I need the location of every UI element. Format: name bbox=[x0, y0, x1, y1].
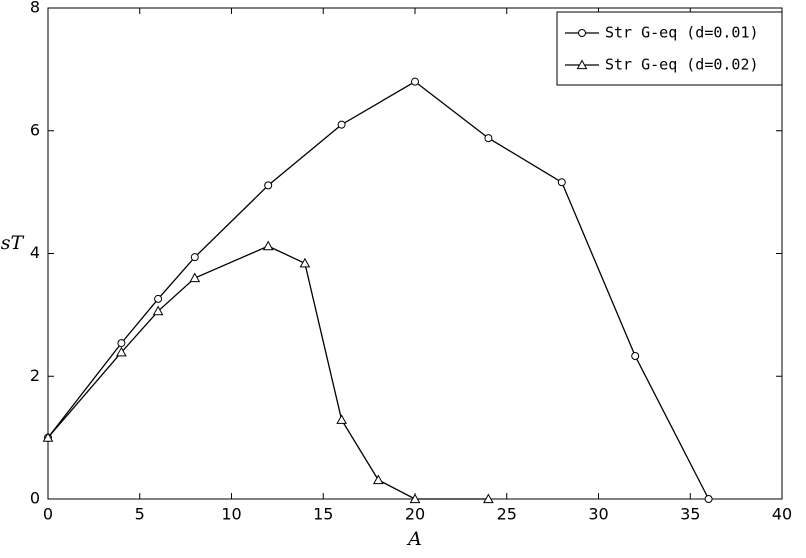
data-point bbox=[337, 120, 346, 129]
data-point bbox=[116, 346, 127, 357]
x-tick-label: 40 bbox=[772, 505, 792, 524]
data-point bbox=[262, 240, 274, 251]
data-point bbox=[631, 351, 640, 360]
x-tick-label: 30 bbox=[588, 505, 608, 524]
data-point bbox=[152, 305, 164, 316]
data-point bbox=[190, 253, 199, 262]
y-tick-label: 2 bbox=[30, 366, 40, 385]
legend-box bbox=[556, 11, 783, 86]
legend-label: Str G-eq (d=0.01) bbox=[605, 24, 759, 42]
x-tick-label: 35 bbox=[680, 505, 700, 524]
data-point bbox=[189, 272, 201, 283]
legend-marker bbox=[576, 59, 588, 70]
data-point bbox=[704, 495, 713, 503]
series-line bbox=[47, 80, 710, 500]
y-axis-title: sT bbox=[1, 232, 25, 254]
x-axis-title: A bbox=[406, 528, 422, 550]
data-point bbox=[117, 339, 126, 348]
data-point bbox=[336, 414, 347, 424]
data-point bbox=[154, 294, 163, 303]
data-point bbox=[42, 432, 54, 442]
data-point bbox=[483, 493, 494, 504]
data-point bbox=[372, 474, 384, 485]
x-tick-label: 25 bbox=[497, 505, 517, 524]
data-point bbox=[299, 257, 311, 268]
x-tick-label: 10 bbox=[221, 505, 241, 524]
legend-marker bbox=[578, 29, 586, 37]
x-tick-label: 20 bbox=[405, 505, 425, 524]
data-point bbox=[411, 77, 419, 86]
data-point bbox=[557, 178, 566, 187]
series-line bbox=[47, 245, 489, 500]
y-tick-label: 6 bbox=[30, 120, 40, 139]
x-tick-label: 15 bbox=[313, 505, 333, 524]
y-tick-label: 8 bbox=[30, 0, 40, 17]
data-point bbox=[264, 181, 273, 190]
legend-label: Str G-eq (d=0.02) bbox=[605, 56, 759, 74]
data-point bbox=[484, 134, 493, 143]
x-tick-label: 0 bbox=[43, 505, 53, 524]
data-point bbox=[409, 493, 421, 504]
y-tick-label: 4 bbox=[30, 243, 40, 262]
y-tick-label: 0 bbox=[30, 489, 40, 508]
x-tick-label: 5 bbox=[135, 505, 145, 524]
